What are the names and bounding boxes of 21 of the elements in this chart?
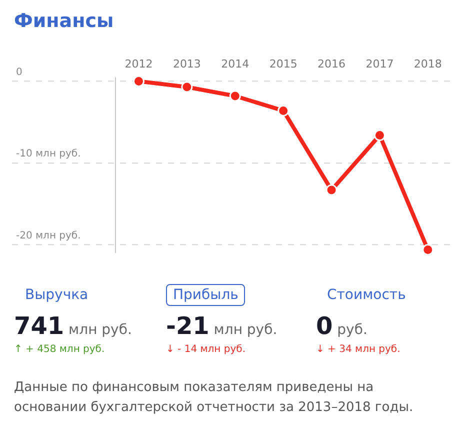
text: ↓ + 34 млн руб. xyxy=(316,344,402,355)
text: ↑ + 458 млн руб. xyxy=(14,344,106,355)
x-tick-label: 2015 xyxy=(269,57,298,70)
x-tick-label: 2012 xyxy=(124,57,153,70)
text: -21 млн руб. xyxy=(166,312,278,340)
text: Стоимость xyxy=(326,286,407,305)
x-tick-label: 2016 xyxy=(318,57,346,70)
x-tick-label: 2017 xyxy=(366,57,394,70)
y-tick-label: -20 млн руб. xyxy=(16,230,81,242)
text: Прибыль xyxy=(166,284,246,306)
y-tick-label: -10 млн руб. xyxy=(16,148,81,160)
text: ↓ - 14 млн руб. xyxy=(166,344,247,355)
text: Данные по финансовым показателям приведены на основании бухгалтерской отчетности за 2013–2018 годы. xyxy=(14,379,414,417)
x-tick-label: 2014 xyxy=(221,57,250,70)
x-tick-label: 2018 xyxy=(414,57,442,70)
text: 741 млн руб. xyxy=(14,312,132,340)
chart-title: Финансы xyxy=(14,10,114,32)
text: 0 руб. xyxy=(316,312,368,340)
x-tick-label: 2013 xyxy=(172,57,201,70)
text: Выручка xyxy=(24,286,90,305)
y-tick-label: 0 xyxy=(16,66,22,78)
